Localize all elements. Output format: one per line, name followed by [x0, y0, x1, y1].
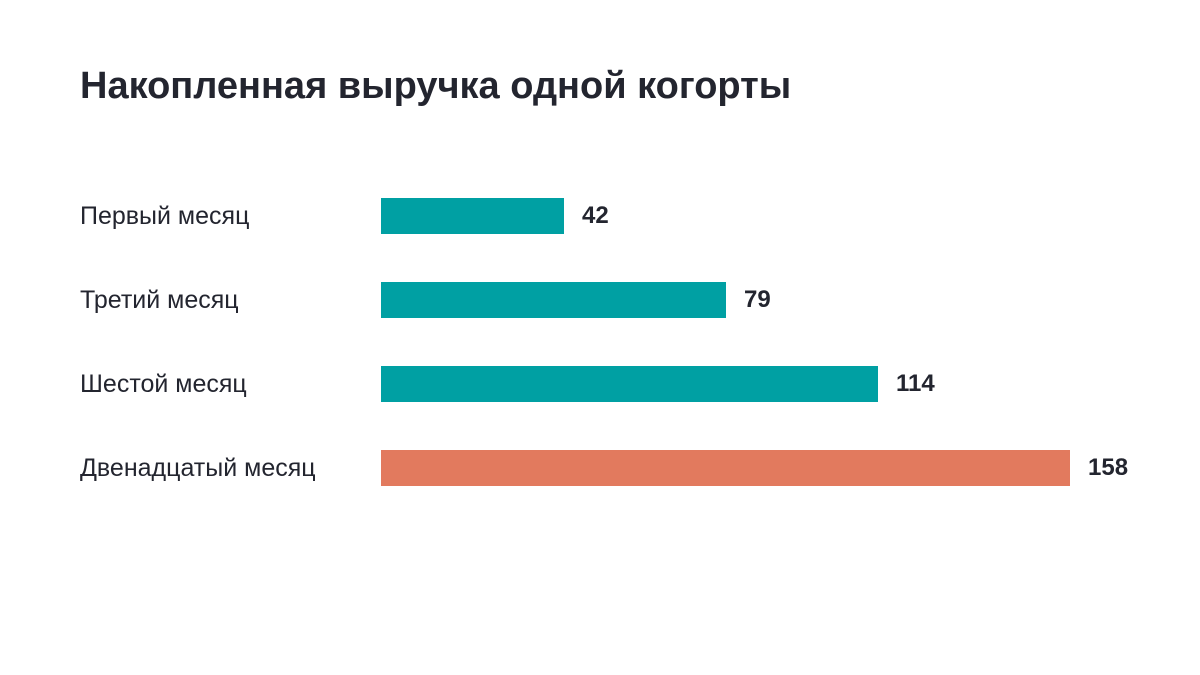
- bar: [381, 450, 1070, 486]
- category-label: Третий месяц: [80, 286, 239, 314]
- bar: [381, 366, 878, 402]
- value-label: 114: [896, 370, 935, 397]
- value-label: 79: [744, 286, 771, 313]
- value-label: 42: [582, 202, 609, 229]
- bar: [381, 282, 726, 318]
- category-label: Шестой месяц: [80, 370, 247, 398]
- chart-title: Накопленная выручка одной когорты: [80, 65, 792, 107]
- category-label: Первый месяц: [80, 202, 250, 230]
- bar: [381, 198, 564, 234]
- category-label: Двенадцатый месяц: [80, 454, 316, 482]
- value-label: 158: [1088, 454, 1129, 481]
